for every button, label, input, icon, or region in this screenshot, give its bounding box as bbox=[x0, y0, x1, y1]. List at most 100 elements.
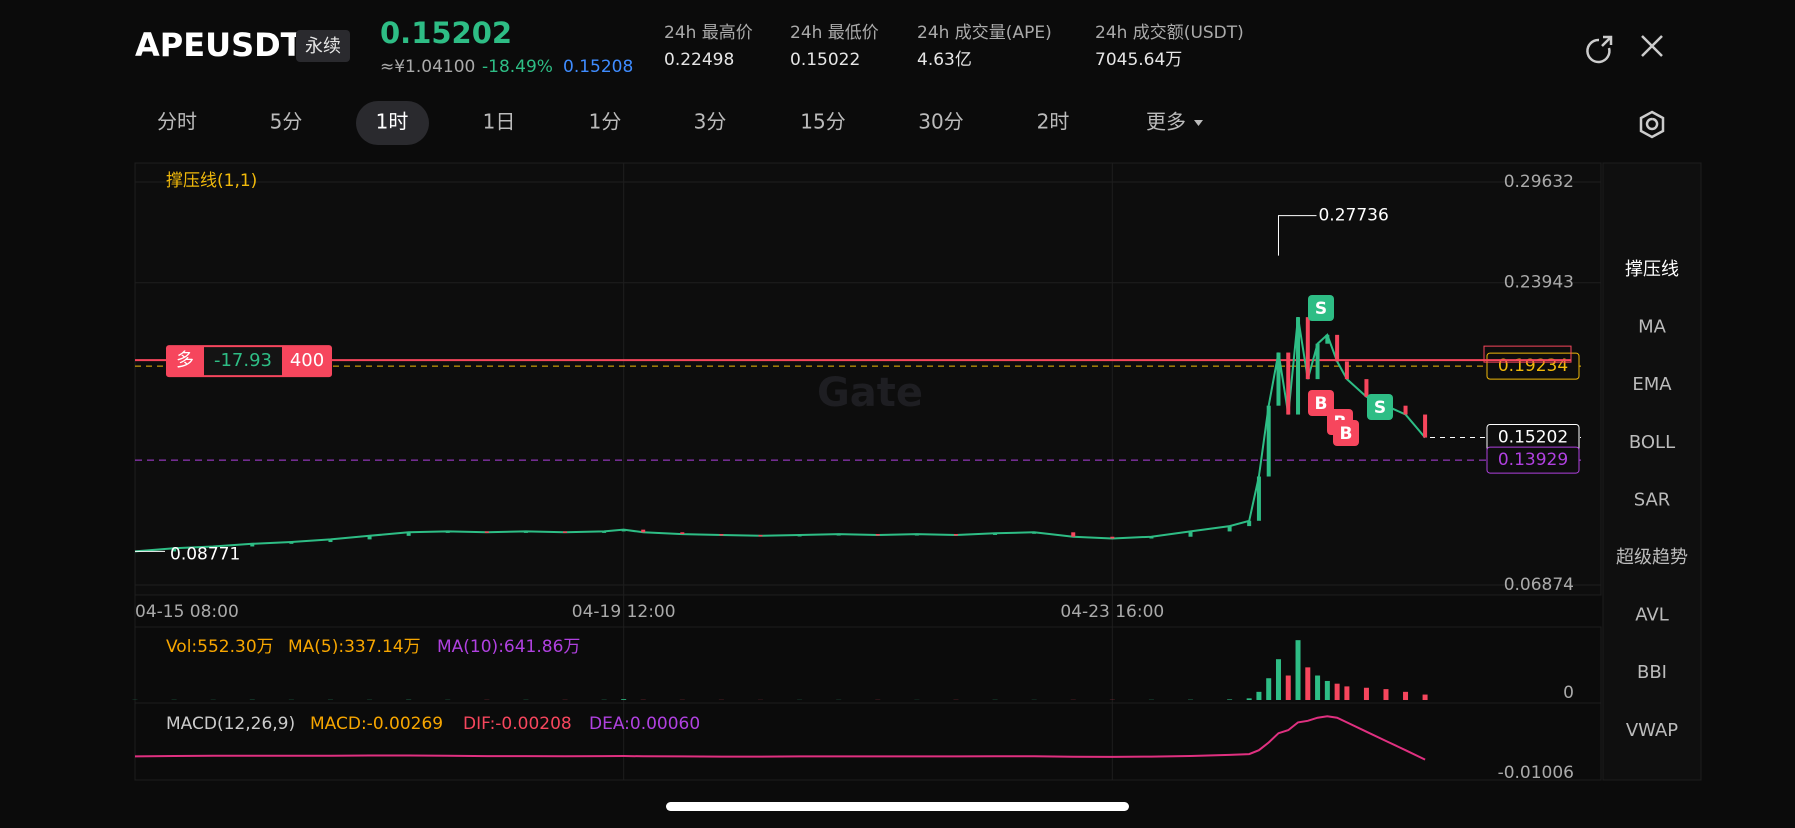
candle bbox=[563, 531, 568, 533]
last-price: 0.15202 bbox=[380, 16, 512, 50]
side-menu-item[interactable]: BBI bbox=[1637, 662, 1667, 683]
side-menu-item[interactable]: EMA bbox=[1632, 374, 1672, 395]
stat-label: 24h 成交额(USDT) bbox=[1095, 23, 1244, 43]
tab-active bbox=[356, 101, 429, 145]
stat-label: 24h 最低价 bbox=[790, 23, 879, 43]
close-icon[interactable] bbox=[1641, 35, 1663, 57]
candle bbox=[641, 529, 646, 533]
volume-bar bbox=[1256, 691, 1262, 700]
side-panel bbox=[1602, 162, 1702, 781]
candle bbox=[1227, 526, 1232, 532]
position-size: 400 bbox=[290, 350, 324, 371]
volume-bar bbox=[1246, 698, 1252, 700]
side-menu-item[interactable]: MA bbox=[1638, 317, 1667, 338]
trade-marker-label: B bbox=[1340, 424, 1353, 444]
watermark: Gate bbox=[817, 370, 923, 416]
candle bbox=[1305, 317, 1310, 380]
position-side: 多 bbox=[176, 350, 194, 371]
candle bbox=[1403, 405, 1408, 415]
tab[interactable]: 1日 bbox=[483, 110, 516, 134]
volume-bar bbox=[1315, 675, 1321, 700]
stat-value: 0.22498 bbox=[664, 50, 734, 70]
volume-bar bbox=[1334, 683, 1340, 700]
candle bbox=[1247, 520, 1252, 527]
tab[interactable]: 5分 bbox=[270, 110, 303, 134]
tab[interactable]: 1时 bbox=[376, 110, 409, 134]
candle bbox=[797, 534, 802, 537]
volume-bar bbox=[1324, 680, 1330, 700]
x-tick-label: 04-23 16:00 bbox=[1060, 602, 1164, 622]
macd-legend: MACD:-0.00269 bbox=[310, 714, 443, 734]
volume-bar bbox=[1422, 694, 1428, 700]
side-menu-item[interactable]: BOLL bbox=[1629, 432, 1675, 453]
candle bbox=[602, 531, 607, 533]
tab[interactable]: 15分 bbox=[800, 110, 845, 134]
macd-legend: DIF:-0.00208 bbox=[463, 714, 572, 734]
volume-bar bbox=[1363, 687, 1369, 700]
volume-legend: MA(10):641.86万 bbox=[437, 637, 580, 657]
position-box bbox=[1483, 345, 1572, 363]
tab[interactable]: 3分 bbox=[694, 110, 727, 134]
side-menu-item[interactable]: VWAP bbox=[1626, 720, 1678, 741]
symbol: APEUSDT bbox=[135, 26, 303, 64]
level-box bbox=[1486, 446, 1580, 474]
trade-marker-label: S bbox=[1374, 398, 1386, 418]
high-label: 0.27736 bbox=[1318, 206, 1388, 226]
low-label: 0.08771 bbox=[170, 544, 240, 564]
level-label: 0.15202 bbox=[1498, 428, 1568, 448]
candle bbox=[484, 531, 489, 533]
trade-marker bbox=[1333, 420, 1359, 446]
y-tick-label: 0 bbox=[1563, 683, 1574, 703]
candle bbox=[1335, 334, 1340, 362]
candle bbox=[719, 534, 724, 536]
volume-legend: Vol:552.30万 bbox=[166, 637, 274, 657]
candle bbox=[1325, 334, 1330, 344]
stat-value: 4.63亿 bbox=[917, 50, 972, 70]
side-menu-item[interactable]: 超级趋势 bbox=[1616, 547, 1688, 568]
mark-price: 0.15208 bbox=[563, 57, 633, 77]
y-tick-label: -0.01006 bbox=[1498, 763, 1574, 783]
tab[interactable]: 2时 bbox=[1037, 110, 1070, 134]
x-tick-label: 04-15 08:00 bbox=[135, 602, 239, 622]
trade-marker bbox=[1308, 390, 1334, 416]
position-pnl: -17.93 bbox=[214, 350, 272, 371]
candle bbox=[250, 543, 255, 547]
candle bbox=[875, 534, 880, 536]
candle bbox=[836, 534, 841, 536]
high-marker bbox=[1277, 215, 1317, 256]
side-menu-item[interactable]: 撑压线 bbox=[1625, 259, 1679, 280]
candle bbox=[680, 532, 685, 535]
volume-bar bbox=[1344, 686, 1350, 700]
volume-bar bbox=[1295, 640, 1301, 700]
side-menu-item[interactable]: AVL bbox=[1635, 605, 1669, 626]
trade-marker-label: S bbox=[1315, 299, 1327, 319]
candle bbox=[1423, 414, 1428, 438]
stat-label: 24h 最高价 bbox=[664, 23, 753, 43]
level-label: 0.13929 bbox=[1498, 450, 1568, 470]
badge bbox=[296, 30, 350, 62]
candle bbox=[1364, 379, 1369, 397]
candle bbox=[621, 529, 626, 532]
candle bbox=[1315, 343, 1320, 380]
stat-value: 0.15022 bbox=[790, 50, 860, 70]
tab[interactable]: 1分 bbox=[589, 110, 622, 134]
change: -18.49% bbox=[482, 57, 553, 77]
side-menu-item[interactable]: SAR bbox=[1634, 489, 1671, 510]
trade-marker-label: B bbox=[1315, 394, 1328, 414]
settings-icon[interactable] bbox=[1639, 110, 1665, 139]
y-tick-label: 0.06874 bbox=[1504, 575, 1574, 595]
macd-legend: MACD(12,26,9) bbox=[166, 714, 295, 734]
tab[interactable]: 更多 bbox=[1146, 110, 1186, 134]
tab[interactable]: 30分 bbox=[918, 110, 963, 134]
volume-bar bbox=[621, 699, 627, 700]
candle bbox=[1344, 361, 1349, 380]
y-tick-label: 0.29632 bbox=[1504, 172, 1574, 192]
tab[interactable]: 分时 bbox=[157, 110, 197, 134]
candle bbox=[1256, 476, 1261, 521]
indicator-label: 撑压线(1,1) bbox=[166, 171, 257, 191]
candle bbox=[445, 531, 450, 533]
share-icon[interactable] bbox=[1586, 35, 1613, 64]
candle bbox=[406, 532, 411, 536]
